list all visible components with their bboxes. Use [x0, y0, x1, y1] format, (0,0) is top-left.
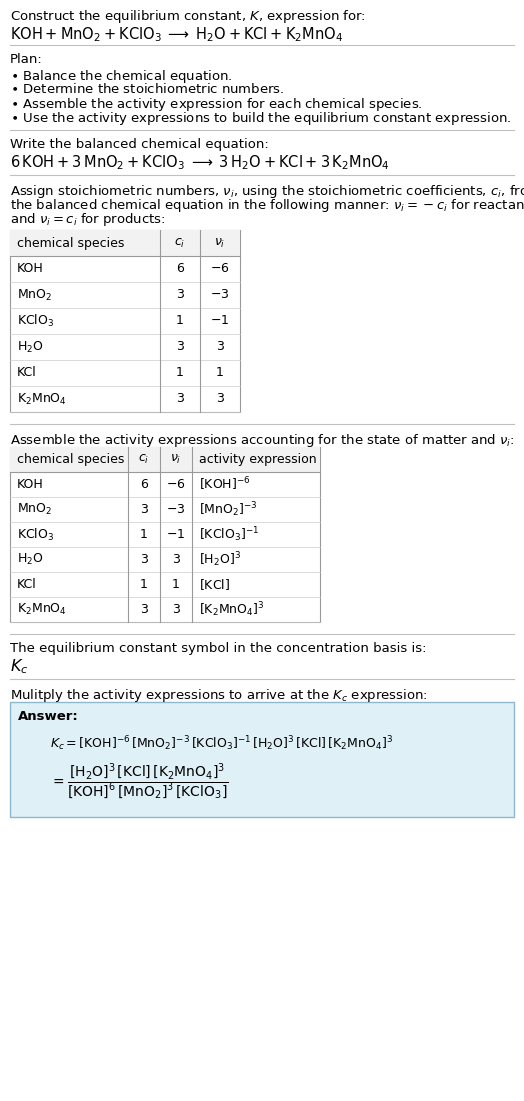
- Text: 3: 3: [140, 603, 148, 615]
- Bar: [10, 447, 320, 622]
- Text: The equilibrium constant symbol in the concentration basis is:: The equilibrium constant symbol in the c…: [10, 642, 427, 655]
- Text: $\mathrm{MnO_2}$: $\mathrm{MnO_2}$: [17, 287, 52, 303]
- Text: $\mathrm{KClO_3}$: $\mathrm{KClO_3}$: [17, 526, 54, 543]
- Text: 1: 1: [140, 578, 148, 591]
- Text: 1: 1: [140, 528, 148, 541]
- Text: Write the balanced chemical equation:: Write the balanced chemical equation:: [10, 138, 269, 151]
- Text: 3: 3: [140, 553, 148, 566]
- Text: 1: 1: [176, 367, 184, 380]
- Text: KCl: KCl: [17, 578, 37, 591]
- Text: $\mathrm{MnO_2}$: $\mathrm{MnO_2}$: [17, 502, 52, 517]
- Text: $[\mathrm{H_2O}]^3$: $[\mathrm{H_2O}]^3$: [199, 550, 241, 569]
- Text: Assemble the activity expressions accounting for the state of matter and $\nu_i$: Assemble the activity expressions accoun…: [10, 432, 515, 449]
- Text: 1: 1: [176, 315, 184, 327]
- Text: $[\mathrm{KCl}]$: $[\mathrm{KCl}]$: [199, 577, 230, 592]
- Text: $[\mathrm{MnO_2}]^{-3}$: $[\mathrm{MnO_2}]^{-3}$: [199, 500, 258, 519]
- Text: 3: 3: [176, 392, 184, 405]
- Text: Mulitply the activity expressions to arrive at the $K_c$ expression:: Mulitply the activity expressions to arr…: [10, 687, 428, 704]
- Text: 6: 6: [176, 262, 184, 275]
- Text: $\mathrm{6\,KOH + 3\,MnO_2 + KClO_3 \;\longrightarrow\; 3\,H_2O + KCl + 3\,K_2Mn: $\mathrm{6\,KOH + 3\,MnO_2 + KClO_3 \;\l…: [10, 153, 390, 172]
- Text: $-3$: $-3$: [166, 503, 185, 516]
- Text: $-3$: $-3$: [210, 288, 230, 302]
- Text: and $\nu_i = c_i$ for products:: and $\nu_i = c_i$ for products:: [10, 211, 166, 228]
- Text: 3: 3: [216, 340, 224, 353]
- Bar: [10, 230, 240, 412]
- Text: $[\mathrm{K_2MnO_4}]^3$: $[\mathrm{K_2MnO_4}]^3$: [199, 600, 265, 619]
- Text: KCl: KCl: [17, 367, 37, 380]
- Text: 3: 3: [172, 553, 180, 566]
- Text: 6: 6: [140, 478, 148, 491]
- Text: $c_i$: $c_i$: [138, 453, 150, 466]
- Text: $c_i$: $c_i$: [174, 237, 185, 250]
- Text: $K_c$: $K_c$: [10, 657, 28, 676]
- Text: KOH: KOH: [17, 478, 43, 491]
- Text: 3: 3: [172, 603, 180, 615]
- Text: chemical species: chemical species: [17, 237, 124, 250]
- Text: chemical species: chemical species: [17, 453, 124, 466]
- Text: $-6$: $-6$: [210, 262, 230, 275]
- Text: Assign stoichiometric numbers, $\nu_i$, using the stoichiometric coefficients, $: Assign stoichiometric numbers, $\nu_i$, …: [10, 183, 524, 200]
- Text: 3: 3: [216, 392, 224, 405]
- Text: $[\mathrm{KClO_3}]^{-1}$: $[\mathrm{KClO_3}]^{-1}$: [199, 525, 259, 544]
- Text: $\mathrm{KClO_3}$: $\mathrm{KClO_3}$: [17, 313, 54, 329]
- Text: $\bullet$ Assemble the activity expression for each chemical species.: $\bullet$ Assemble the activity expressi…: [10, 96, 423, 113]
- Text: $-6$: $-6$: [166, 478, 186, 491]
- Text: Construct the equilibrium constant, $K$, expression for:: Construct the equilibrium constant, $K$,…: [10, 8, 366, 25]
- Text: $\mathrm{K_2MnO_4}$: $\mathrm{K_2MnO_4}$: [17, 392, 67, 406]
- Text: the balanced chemical equation in the following manner: $\nu_i = -c_i$ for react: the balanced chemical equation in the fo…: [10, 197, 524, 214]
- Bar: [10, 447, 320, 472]
- Text: $[\mathrm{KOH}]^{-6}$: $[\mathrm{KOH}]^{-6}$: [199, 476, 250, 493]
- Text: KOH: KOH: [17, 262, 43, 275]
- Text: $\mathrm{H_2O}$: $\mathrm{H_2O}$: [17, 339, 43, 355]
- Text: $\nu_i$: $\nu_i$: [170, 453, 182, 466]
- Text: $\mathrm{KOH + MnO_2 + KClO_3 \;\longrightarrow\; H_2O + KCl + K_2MnO_4}$: $\mathrm{KOH + MnO_2 + KClO_3 \;\longrig…: [10, 25, 343, 44]
- FancyBboxPatch shape: [10, 702, 514, 817]
- Text: 1: 1: [216, 367, 224, 380]
- Bar: [10, 230, 240, 257]
- Text: 1: 1: [172, 578, 180, 591]
- Text: 3: 3: [176, 288, 184, 302]
- Text: $\bullet$ Balance the chemical equation.: $\bullet$ Balance the chemical equation.: [10, 68, 233, 85]
- Text: $= \dfrac{[\mathrm{H_2O}]^3\,[\mathrm{KCl}]\,[\mathrm{K_2MnO_4}]^3}{[\mathrm{KOH: $= \dfrac{[\mathrm{H_2O}]^3\,[\mathrm{KC…: [50, 762, 228, 803]
- Text: $\mathrm{H_2O}$: $\mathrm{H_2O}$: [17, 552, 43, 567]
- Text: Plan:: Plan:: [10, 53, 43, 66]
- Text: $\bullet$ Use the activity expressions to build the equilibrium constant express: $\bullet$ Use the activity expressions t…: [10, 110, 511, 127]
- Text: Answer:: Answer:: [18, 710, 79, 723]
- Text: $K_c = [\mathrm{KOH}]^{-6}\,[\mathrm{MnO_2}]^{-3}\,[\mathrm{KClO_3}]^{-1}\,[\mat: $K_c = [\mathrm{KOH}]^{-6}\,[\mathrm{MnO…: [50, 734, 394, 753]
- Text: $-1$: $-1$: [211, 315, 230, 327]
- Text: $-1$: $-1$: [167, 528, 185, 541]
- Text: $\mathrm{K_2MnO_4}$: $\mathrm{K_2MnO_4}$: [17, 602, 67, 617]
- Text: $\bullet$ Determine the stoichiometric numbers.: $\bullet$ Determine the stoichiometric n…: [10, 81, 285, 96]
- Text: 3: 3: [176, 340, 184, 353]
- Text: $\nu_i$: $\nu_i$: [214, 237, 226, 250]
- Text: 3: 3: [140, 503, 148, 516]
- Text: activity expression: activity expression: [199, 453, 316, 466]
